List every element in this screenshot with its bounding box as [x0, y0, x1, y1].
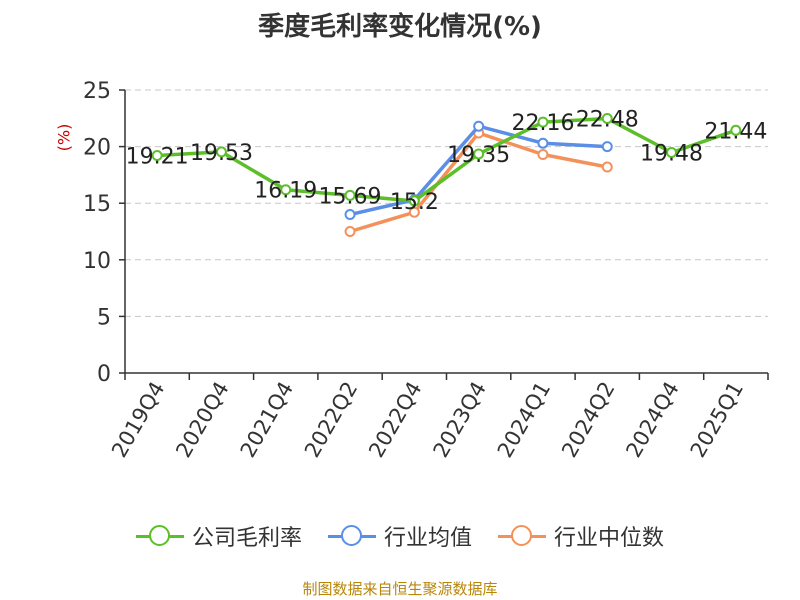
- x-tick-label: 2024Q4: [621, 378, 683, 462]
- data-source-note: 制图数据来自恒生聚源数据库: [302, 580, 498, 598]
- data-point: [344, 189, 356, 201]
- legend-item-company[interactable]: 公司毛利率: [135, 520, 302, 552]
- legend-label-company: 公司毛利率: [191, 526, 302, 551]
- x-tick-label: 2020Q4: [171, 378, 233, 462]
- data-point: [601, 141, 613, 153]
- y-tick-label: 5: [97, 305, 111, 330]
- data-point: [151, 150, 163, 162]
- data-point: [537, 149, 549, 161]
- series-line: [157, 116, 737, 203]
- data-point: [730, 124, 742, 136]
- legend: 公司毛利率 行业均值 行业中位数: [0, 520, 800, 552]
- x-tick-label: 2021Q4: [236, 378, 298, 462]
- data-point: [344, 209, 356, 221]
- data-point: [215, 146, 227, 158]
- data-label: 19.48: [640, 141, 703, 166]
- x-tick-label: 2025Q1: [686, 378, 748, 462]
- x-tick-label: 2024Q2: [557, 378, 619, 462]
- data-point: [473, 148, 485, 160]
- data-point: [280, 184, 292, 196]
- data-point: [537, 137, 549, 149]
- data-label: 15.2: [390, 190, 439, 215]
- data-label: 19.35: [447, 143, 510, 168]
- data-point: [473, 120, 485, 132]
- legend-label-industry-median: 行业中位数: [554, 526, 665, 551]
- x-tick-label: 2022Q2: [300, 378, 362, 462]
- series-line: [349, 124, 608, 217]
- legend-item-industry-mean[interactable]: 行业均值: [327, 520, 472, 552]
- y-tick-label: 20: [83, 136, 111, 161]
- legend-item-industry-median[interactable]: 行业中位数: [498, 520, 664, 552]
- data-label: 16.19: [254, 179, 317, 204]
- x-tick-label: 2019Q4: [107, 378, 169, 462]
- legend-marker-industry-mean: [327, 525, 376, 547]
- x-tick-label: 2023Q4: [429, 378, 491, 462]
- data-point: [408, 206, 420, 218]
- y-tick-label: 10: [83, 249, 111, 274]
- data-label: 21.44: [704, 119, 767, 144]
- data-label: 22.48: [576, 108, 639, 133]
- data-label: 19.21: [126, 145, 189, 170]
- data-point: [601, 113, 613, 125]
- data-label: 22.16: [511, 111, 574, 136]
- data-point: [537, 116, 549, 128]
- x-tick-label: 2022Q4: [364, 378, 426, 462]
- y-tick-label: 15: [83, 192, 111, 217]
- x-tick-label: 2024Q1: [493, 378, 555, 462]
- data-point: [601, 161, 613, 173]
- data-point: [666, 146, 678, 158]
- legend-marker-industry-median: [498, 525, 546, 547]
- chart-title: 季度毛利率变化情况(%): [258, 12, 542, 42]
- data-point: [344, 226, 356, 237]
- data-label: 15.69: [319, 184, 382, 209]
- legend-marker-company: [135, 525, 184, 547]
- y-tick-label: 25: [83, 79, 111, 104]
- legend-label-industry-mean: 行业均值: [383, 526, 472, 551]
- data-label: 19.53: [190, 141, 253, 166]
- data-point: [408, 195, 420, 207]
- y-tick-label: 0: [97, 362, 111, 387]
